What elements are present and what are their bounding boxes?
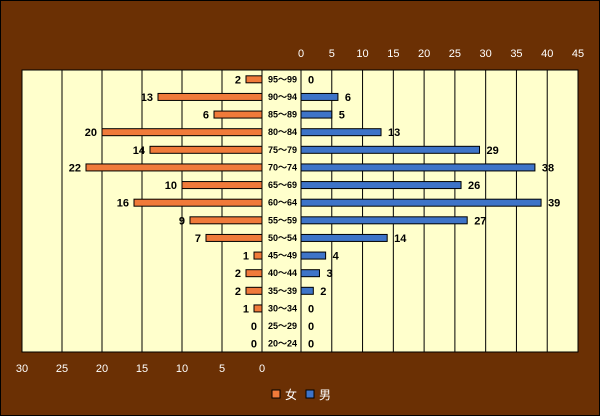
bar-female — [181, 181, 263, 190]
bar-female — [253, 251, 263, 260]
data-label-female: 6 — [203, 110, 209, 122]
right-axis-tick-label: 35 — [510, 48, 522, 60]
legend-swatch-female — [271, 389, 281, 399]
data-label-female: 10 — [165, 180, 177, 192]
data-label-female: 20 — [85, 127, 97, 139]
category-label: 60～64 — [268, 198, 297, 208]
bar-female — [205, 233, 263, 242]
bar-male — [300, 92, 339, 101]
category-label: 50～54 — [268, 233, 297, 243]
category-label: 90～94 — [268, 92, 297, 102]
bar-male — [300, 286, 314, 295]
data-label-male: 0 — [308, 74, 314, 86]
right-axis-tick-label: 10 — [356, 48, 368, 60]
category-label: 85～89 — [268, 110, 297, 120]
category-label: 95～99 — [268, 74, 297, 84]
data-label-male: 26 — [468, 180, 480, 192]
data-label-male: 0 — [308, 303, 314, 315]
right-axis-tick-label: 40 — [541, 48, 553, 60]
left-axis-tick-label: 5 — [219, 363, 225, 375]
data-label-female: 0 — [251, 339, 257, 351]
legend-swatch-male — [305, 389, 315, 399]
bar-female — [189, 216, 263, 225]
data-label-female: 2 — [235, 286, 241, 298]
left-axis-tick-label: 10 — [176, 363, 188, 375]
plot-area — [21, 69, 579, 353]
left-axis-tick-label: 25 — [56, 363, 68, 375]
left-axis-tick-label: 0 — [259, 363, 265, 375]
left-axis-tick-label: 15 — [136, 363, 148, 375]
right-axis-tick-label: 15 — [387, 48, 399, 60]
data-label-female: 16 — [117, 198, 129, 210]
bar-female — [245, 269, 263, 278]
category-label: 70～74 — [268, 162, 297, 172]
data-label-female: 9 — [179, 215, 185, 227]
data-label-female: 2 — [235, 268, 241, 280]
right-axis-tick-label: 20 — [418, 48, 430, 60]
bar-female — [101, 128, 263, 137]
legend: 女 男 — [271, 387, 331, 402]
bar-male — [300, 128, 382, 137]
data-label-male: 13 — [388, 127, 400, 139]
data-label-female: 7 — [195, 233, 201, 245]
data-label-male: 2 — [320, 286, 326, 298]
category-label: 45～49 — [268, 251, 297, 261]
left-axis-tick-label: 20 — [96, 363, 108, 375]
data-label-male: 0 — [308, 339, 314, 351]
data-label-male: 29 — [487, 145, 499, 157]
data-label-female: 2 — [235, 74, 241, 86]
data-label-female: 0 — [251, 321, 257, 333]
bar-female — [133, 198, 263, 207]
data-label-male: 38 — [542, 162, 554, 174]
right-axis-tick-label: 25 — [449, 48, 461, 60]
data-label-male: 6 — [345, 92, 351, 104]
category-label: 55～59 — [268, 215, 297, 225]
data-label-male: 14 — [394, 233, 407, 245]
category-label: 65～69 — [268, 180, 297, 190]
bar-female — [85, 163, 263, 172]
bar-female — [245, 286, 263, 295]
data-label-female: 14 — [133, 145, 146, 157]
data-label-male: 3 — [326, 268, 332, 280]
bar-male — [300, 181, 462, 190]
category-label: 35～39 — [268, 286, 297, 296]
data-label-female: 13 — [141, 92, 153, 104]
right-axis-tick-label: 30 — [480, 48, 492, 60]
category-label: 20～24 — [268, 339, 297, 349]
data-label-male: 4 — [333, 251, 340, 263]
legend-label-female: 女 — [285, 387, 297, 402]
bar-male — [300, 145, 481, 154]
bar-male — [300, 163, 536, 172]
data-label-female: 1 — [243, 251, 249, 263]
category-label: 40～44 — [268, 268, 297, 278]
bar-female — [149, 145, 263, 154]
right-axis-tick-label: 0 — [298, 48, 304, 60]
bar-female — [245, 75, 263, 84]
data-label-male: 27 — [474, 215, 486, 227]
bar-female — [213, 110, 263, 119]
right-axis-tick-label: 45 — [572, 48, 584, 60]
data-label-female: 22 — [69, 162, 81, 174]
bar-male — [300, 251, 327, 260]
data-label-male: 0 — [308, 321, 314, 333]
data-label-male: 5 — [339, 110, 345, 122]
data-label-male: 39 — [548, 198, 560, 210]
category-label: 30～34 — [268, 303, 297, 313]
bar-male — [300, 216, 468, 225]
bar-male — [300, 198, 542, 207]
right-axis-tick-label: 5 — [329, 48, 335, 60]
category-label: 75～79 — [268, 145, 297, 155]
bar-female — [253, 304, 263, 313]
bar-female — [157, 92, 263, 101]
bar-male — [300, 233, 388, 242]
legend-label-male: 男 — [319, 388, 331, 402]
bar-male — [300, 269, 320, 278]
bar-male — [300, 110, 333, 119]
category-label: 25～29 — [268, 321, 297, 331]
data-label-female: 1 — [243, 303, 249, 315]
left-axis-tick-label: 30 — [16, 363, 28, 375]
category-label: 80～84 — [268, 127, 297, 137]
